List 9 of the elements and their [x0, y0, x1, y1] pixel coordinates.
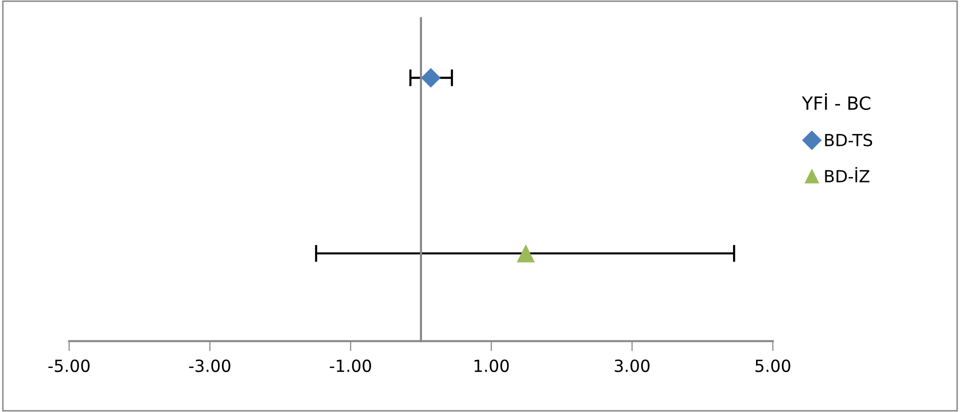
x-tick-label: -5.00	[48, 359, 90, 372]
legend-label: BD-TS	[825, 134, 872, 146]
x-tick-label: 5.00	[756, 359, 790, 372]
legend-label: BD-İZ	[825, 167, 870, 182]
legend-title: YFİ - BC	[802, 93, 870, 110]
x-tick-label: -3.00	[189, 359, 230, 372]
x-tick-label: 3.00	[614, 359, 650, 372]
x-tick-label: -1.00	[330, 359, 372, 372]
x-tick-label: 1.00	[474, 359, 509, 372]
